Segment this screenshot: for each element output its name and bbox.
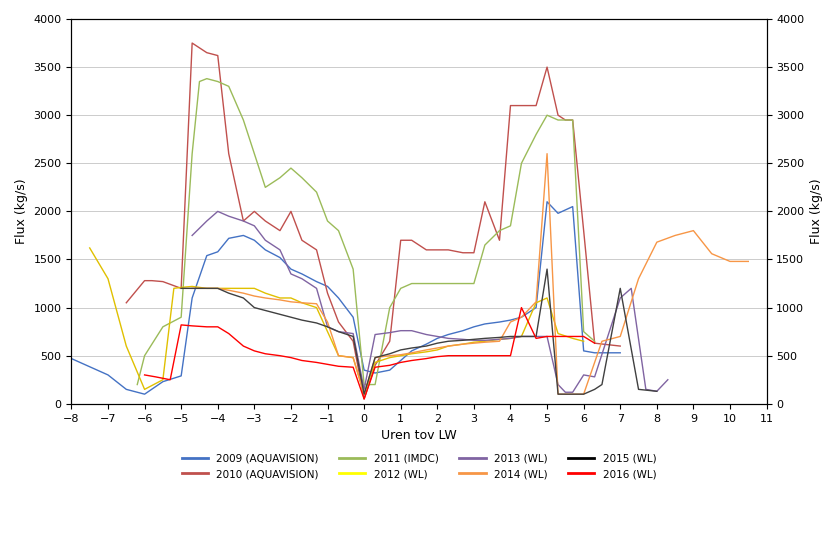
Legend: 2009 (AQUAVISION), 2010 (AQUAVISION), 2011 (IMDC), 2012 (WL), 2013 (WL), 2014 (W: 2009 (AQUAVISION), 2010 (AQUAVISION), 20… — [178, 450, 660, 483]
Y-axis label: Flux (kg/s): Flux (kg/s) — [15, 179, 28, 244]
X-axis label: Uren tov LW: Uren tov LW — [381, 429, 457, 442]
Y-axis label: Flux (kg/s): Flux (kg/s) — [810, 179, 823, 244]
